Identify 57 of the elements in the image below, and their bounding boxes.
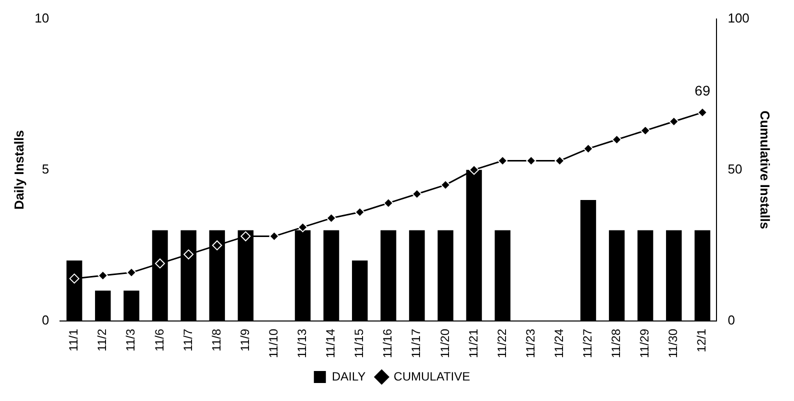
- point: [554, 156, 565, 166]
- x-tick-label: 11/2: [95, 328, 110, 352]
- x-tick-label: 11/27: [580, 328, 595, 358]
- point: [184, 249, 194, 260]
- x-tick-label: 11/16: [380, 328, 395, 358]
- point: [469, 164, 480, 175]
- x-tick-label: 11/17: [409, 328, 424, 358]
- data-label: 69: [694, 82, 710, 98]
- x-tick-label: 11/21: [466, 328, 480, 358]
- point: [354, 207, 365, 218]
- x-tick-label: 11/23: [523, 328, 538, 358]
- y-tick-label: 5: [42, 161, 50, 176]
- point: [269, 231, 280, 242]
- point: [498, 156, 508, 166]
- x-tick-label: 11/29: [638, 328, 652, 358]
- x-tick-label: 11/14: [324, 328, 338, 358]
- point: [526, 156, 536, 166]
- point: [126, 268, 136, 278]
- point: [240, 231, 251, 242]
- point: [69, 274, 80, 284]
- x-tick-label: 11/7: [180, 328, 195, 352]
- legend-label: DAILY: [332, 369, 366, 384]
- point: [697, 107, 708, 118]
- y2-axis-title: Cumulative Installs: [758, 110, 773, 230]
- x-tick-label: 11/20: [438, 328, 452, 358]
- point: [668, 116, 679, 126]
- point: [583, 144, 594, 154]
- x-tick-label: 11/1: [66, 328, 81, 352]
- point: [412, 188, 422, 199]
- y-tick-label: 0: [42, 312, 50, 328]
- x-tick-label: 11/10: [266, 328, 280, 358]
- legend-label: CUMULATIVE: [394, 369, 470, 384]
- point: [612, 134, 622, 145]
- x-tick-label: 11/28: [609, 328, 624, 358]
- x-tick-label: 11/9: [238, 328, 252, 352]
- y2-tick-label: 50: [728, 161, 742, 176]
- x-tick-label: 11/22: [494, 328, 509, 358]
- y-axis-title: Daily Installs: [11, 130, 26, 210]
- x-tick-label: 11/8: [209, 328, 224, 352]
- point: [440, 180, 450, 190]
- y2-tick-label: 100: [728, 10, 750, 26]
- y-tick-label: 10: [34, 10, 50, 26]
- x-tick-label: 11/24: [552, 328, 566, 358]
- point: [640, 126, 650, 136]
- point: [298, 222, 308, 232]
- x-tick-label: 11/15: [352, 328, 366, 358]
- x-tick-label: 12/1: [694, 328, 709, 352]
- point: [98, 270, 108, 281]
- y2-tick-label: 0: [728, 312, 735, 328]
- point: [383, 198, 394, 208]
- point: [154, 258, 165, 268]
- x-tick-label: 11/30: [666, 328, 680, 358]
- point: [326, 213, 336, 224]
- x-tick-label: 11/6: [152, 328, 166, 352]
- x-tick-label: 11/3: [124, 328, 138, 352]
- x-tick-label: 11/13: [295, 328, 310, 358]
- point: [212, 240, 222, 250]
